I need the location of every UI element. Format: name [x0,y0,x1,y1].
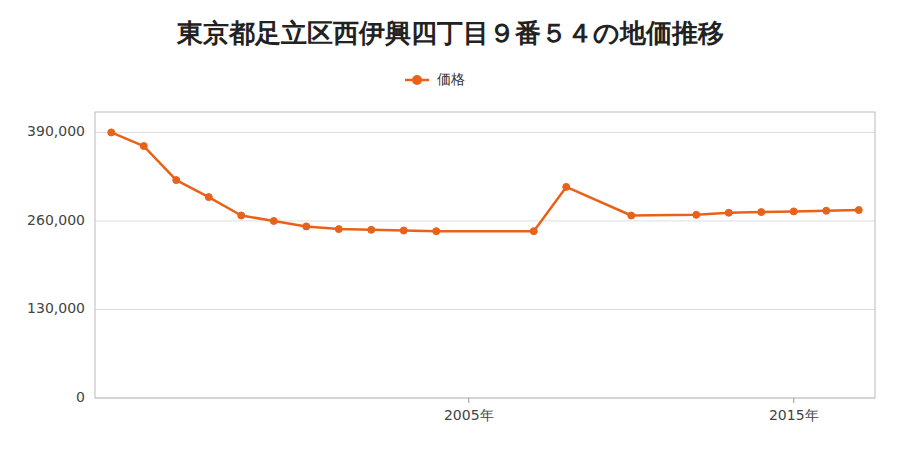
point [855,207,862,214]
y-tick-label: 130,000 [27,300,85,316]
legend-marker [412,75,422,85]
data-area [108,129,863,235]
point [693,211,700,218]
grid [95,132,875,398]
plot-frame [95,112,875,398]
x-tick-label: 2005年 [444,407,494,423]
point [205,194,212,201]
point [238,212,245,219]
point [108,129,115,136]
legend-label: 価格 [437,71,465,87]
point [530,228,537,235]
point [400,227,407,234]
title: 東京都足立区西伊興四丁目９番５４の地価推移 [176,18,724,48]
point [823,207,830,214]
point [563,183,570,190]
x-tick [468,398,469,403]
x-tick-label: 2015年 [769,407,819,423]
point [140,143,147,150]
point [270,217,277,224]
grid-line [95,220,875,221]
point [725,209,732,216]
point [368,226,375,233]
point [173,177,180,184]
y-tick-label: 260,000 [27,212,85,228]
chart: 東京都足立区西伊興四丁目９番５４の地価推移 0 130,000 260,000 390,… [0,0,900,450]
point [335,226,342,233]
grid-line [95,309,875,310]
y-tick-label: 0 [76,389,85,405]
legend: 価格 [405,71,465,87]
point [433,228,440,235]
point [790,208,797,215]
grid-line [95,132,875,133]
point [758,209,765,216]
x-tick [793,398,794,403]
point [628,212,635,219]
series-line [111,132,859,231]
point [303,223,310,230]
y-tick-label: 390,000 [27,123,85,139]
